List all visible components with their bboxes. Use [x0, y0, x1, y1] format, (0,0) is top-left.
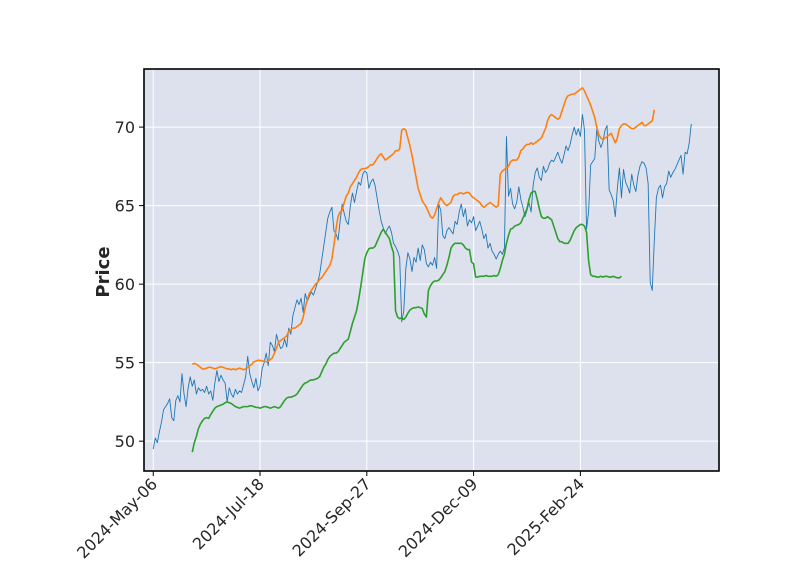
y-tick-label: 55 [115, 354, 135, 373]
y-tick-label: 50 [115, 432, 135, 451]
series-line-1 [152, 114, 692, 450]
x-tick-label: 2024-Dec-09 [395, 474, 482, 561]
x-tick-label: 2024-Sep-27 [289, 474, 375, 560]
plot-background [144, 69, 719, 471]
series-line-3 [191, 190, 622, 453]
y-tick-label: 70 [115, 118, 135, 137]
plot-frame [143, 68, 720, 472]
y-tick-label: 65 [115, 197, 135, 216]
x-tick-label: 2025-Feb-24 [503, 474, 588, 559]
y-axis-title: Price [93, 246, 114, 297]
y-tick-label: 60 [115, 275, 135, 294]
series-line-2 [191, 87, 656, 371]
x-tick-label: 2024-May-06 [73, 474, 161, 562]
series-lines [152, 87, 692, 453]
x-tick-label: 2024-Jul-18 [189, 474, 268, 553]
